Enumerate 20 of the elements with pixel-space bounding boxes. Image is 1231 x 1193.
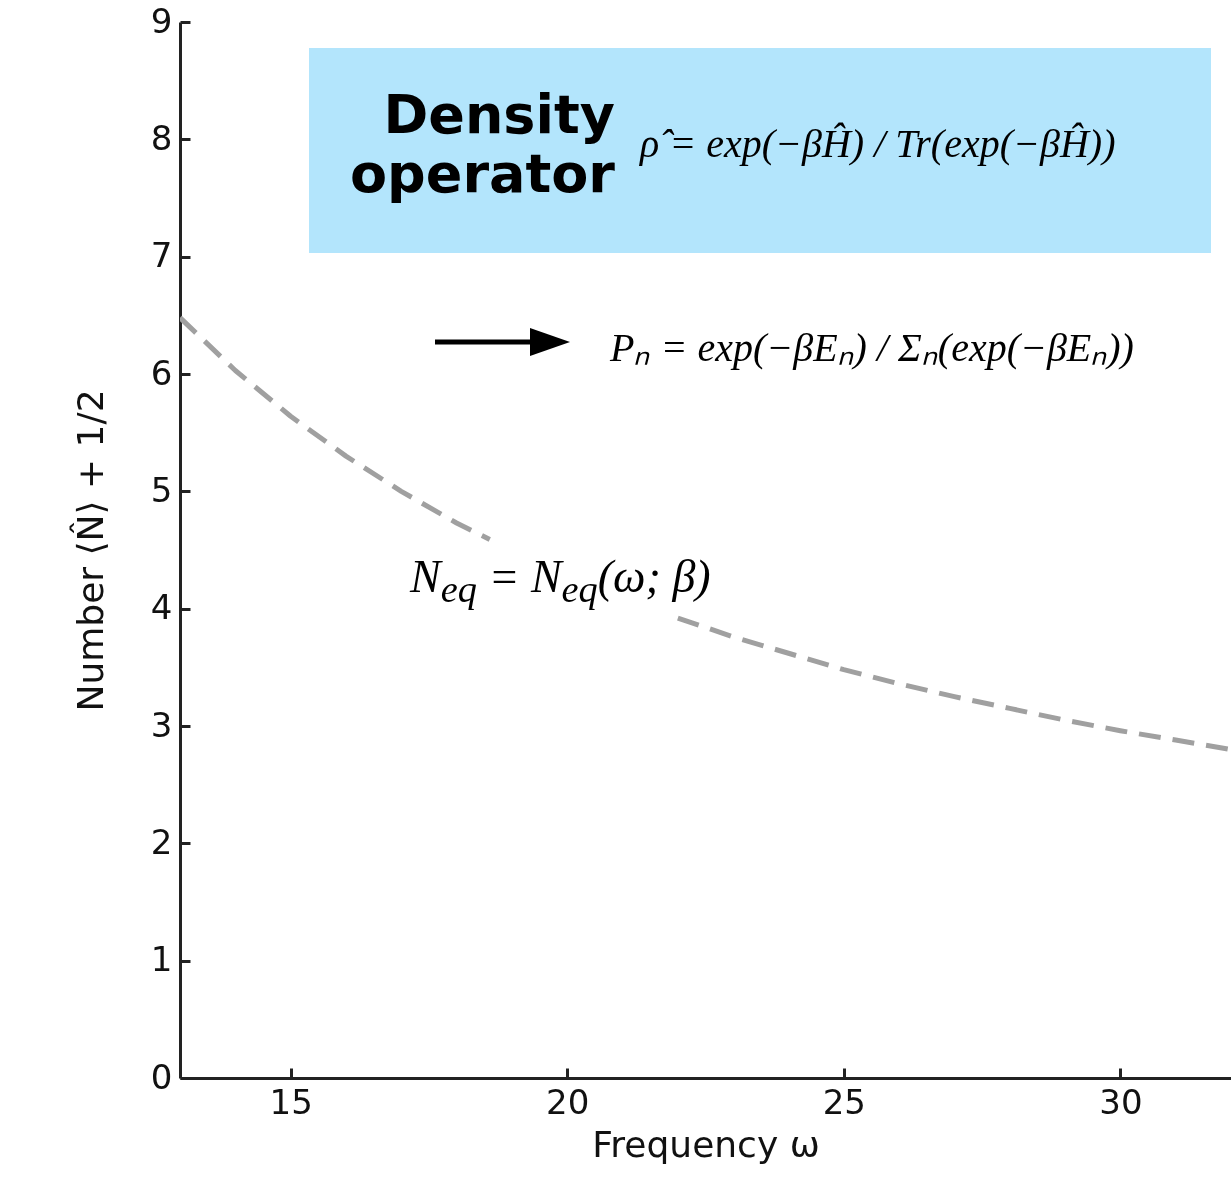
x-tick-label: 20 [546, 1081, 590, 1122]
annotation: Pₙ = exp(−βEₙ) / Σₙ(exp(−βEₙ)) [610, 324, 1134, 372]
y-tick-label: 1 [150, 939, 173, 980]
y-tick-label: 8 [150, 117, 173, 158]
y-tick-label: 6 [150, 352, 173, 393]
x-tick-label: 30 [1099, 1081, 1143, 1122]
x-tick-label: 15 [269, 1081, 313, 1122]
annotation: Density operator [349, 83, 615, 206]
y-tick-label: 4 [150, 587, 173, 628]
y-tick-label: 7 [150, 235, 173, 276]
y-tick-label: 3 [150, 704, 173, 745]
annotation: N$_{eq}$ = N$_{eq}$(ω; β) [410, 550, 711, 612]
x-tick-label: 25 [822, 1081, 866, 1122]
y-axis-title: Number ⟨N̂⟩ + 1/2 [69, 389, 111, 712]
y-tick-label: 5 [150, 469, 173, 510]
x-axis-title: Frequency ω [592, 1123, 820, 1165]
y-tick-label: 2 [150, 821, 173, 862]
y-tick-label: 9 [150, 0, 173, 41]
annotation: ρ̂ = exp(−βĤ) / Tr(exp(−βĤ)) [640, 120, 1116, 167]
y-tick-label: 0 [150, 1056, 173, 1097]
